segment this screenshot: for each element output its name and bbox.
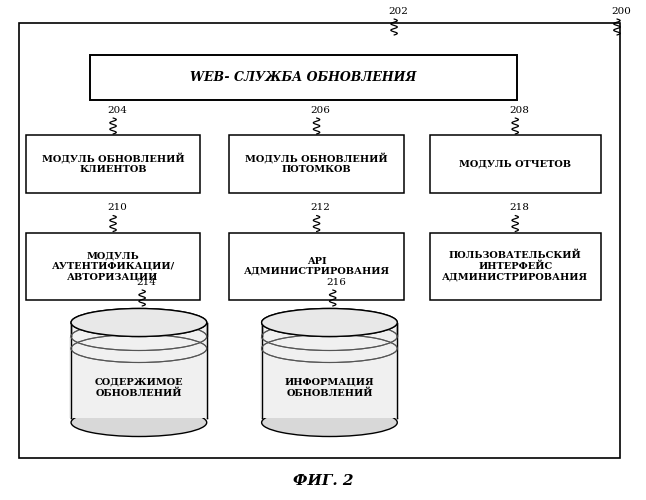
- Text: МОДУЛЬ ОБНОВЛЕНИЙ
ПОТОМКОВ: МОДУЛЬ ОБНОВЛЕНИЙ ПОТОМКОВ: [245, 153, 388, 174]
- FancyBboxPatch shape: [430, 135, 601, 192]
- Text: МОДУЛЬ ОБНОВЛЕНИЙ
КЛИЕНТОВ: МОДУЛЬ ОБНОВЛЕНИЙ КЛИЕНТОВ: [42, 153, 184, 174]
- Text: СОДЕРЖИМОЕ
ОБНОВЛЕНИЙ: СОДЕРЖИМОЕ ОБНОВЛЕНИЙ: [94, 378, 183, 398]
- FancyBboxPatch shape: [19, 22, 620, 458]
- Ellipse shape: [262, 408, 397, 436]
- Ellipse shape: [262, 308, 397, 336]
- FancyBboxPatch shape: [430, 232, 601, 300]
- Text: ПОЛЬЗОВАТЕЛЬСКИЙ
ИНТЕРФЕЙС
АДМИНИСТРИРОВАНИЯ: ПОЛЬЗОВАТЕЛЬСКИЙ ИНТЕРФЕЙС АДМИНИСТРИРОВ…: [442, 251, 589, 282]
- Text: 214: 214: [136, 278, 156, 287]
- Polygon shape: [69, 336, 209, 418]
- FancyBboxPatch shape: [229, 135, 404, 192]
- FancyBboxPatch shape: [229, 232, 404, 300]
- Text: МОДУЛЬ
АУТЕНТИФИКАЦИИ/
АВТОРИЗАЦИИ: МОДУЛЬ АУТЕНТИФИКАЦИИ/ АВТОРИЗАЦИИ: [52, 252, 174, 281]
- Text: 200: 200: [611, 7, 630, 16]
- FancyBboxPatch shape: [90, 55, 517, 100]
- Polygon shape: [71, 322, 207, 416]
- Text: 216: 216: [327, 278, 346, 287]
- Ellipse shape: [71, 308, 207, 336]
- Text: 204: 204: [107, 106, 127, 115]
- Text: 212: 212: [311, 204, 330, 212]
- Polygon shape: [260, 336, 399, 418]
- Text: 208: 208: [509, 106, 529, 115]
- Polygon shape: [262, 322, 397, 416]
- Text: 202: 202: [388, 7, 408, 16]
- FancyBboxPatch shape: [26, 232, 200, 300]
- Ellipse shape: [71, 308, 207, 336]
- Text: 218: 218: [509, 204, 529, 212]
- Text: МОДУЛЬ ОТЧЕТОВ: МОДУЛЬ ОТЧЕТОВ: [459, 159, 571, 168]
- Ellipse shape: [262, 308, 397, 336]
- Text: API
АДМИНИСТРИРОВАНИЯ: API АДМИНИСТРИРОВАНИЯ: [244, 256, 390, 276]
- Text: ИНФОРМАЦИЯ
ОБНОВЛЕНИЙ: ИНФОРМАЦИЯ ОБНОВЛЕНИЙ: [285, 378, 374, 398]
- Text: 206: 206: [311, 106, 330, 115]
- Text: WEB- СЛУЖБА ОБНОВЛЕНИЯ: WEB- СЛУЖБА ОБНОВЛЕНИЯ: [191, 71, 417, 84]
- Text: 210: 210: [107, 204, 127, 212]
- Text: ФИГ. 2: ФИГ. 2: [293, 474, 353, 488]
- Ellipse shape: [71, 408, 207, 436]
- FancyBboxPatch shape: [26, 135, 200, 192]
